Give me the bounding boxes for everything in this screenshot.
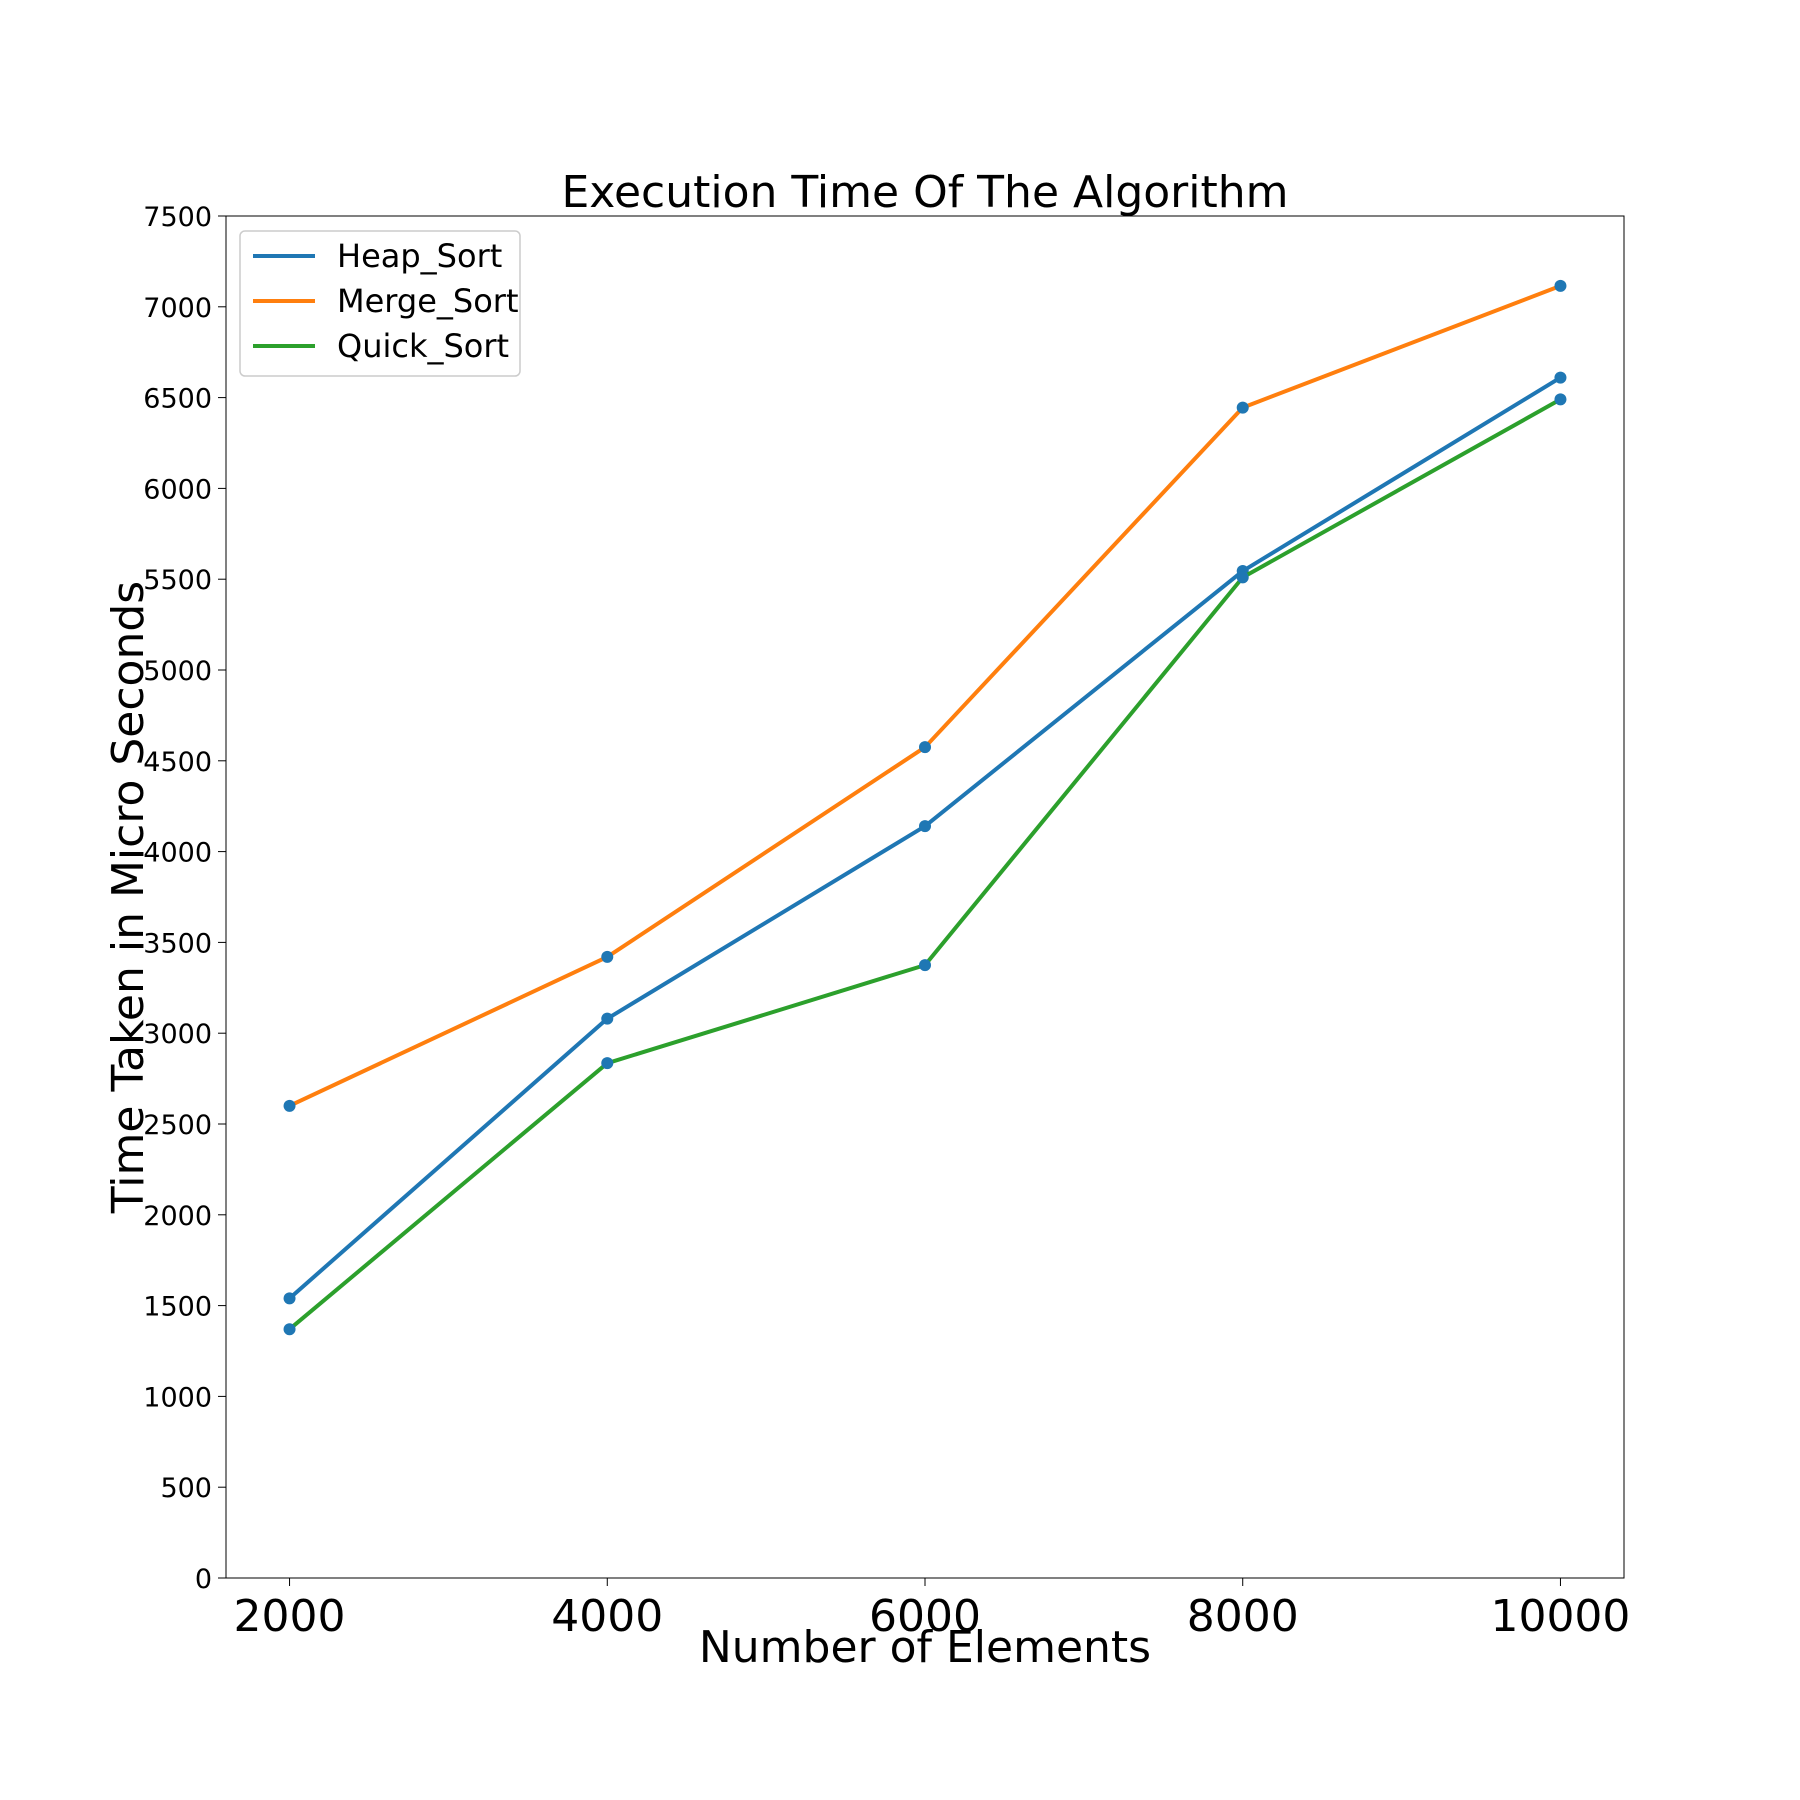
y-tick-label: 5500: [143, 565, 212, 596]
data-point: [601, 950, 614, 963]
data-point: [919, 820, 931, 833]
legend-label: Merge_Sort: [337, 282, 518, 320]
series-heap-sort: [283, 371, 1567, 1305]
y-tick-label: 4000: [143, 838, 212, 869]
y-axis-ticks: 0 500 1000 1500 2000 2500 3000 3500 4000 4500 5000…: [143, 202, 226, 1595]
y-tick-label: 6000: [143, 474, 212, 505]
data-point: [919, 959, 931, 972]
y-tick-label: 2000: [143, 1201, 212, 1232]
y-tick-label: 5000: [143, 656, 212, 687]
y-tick-label: 3000: [143, 1019, 212, 1050]
y-tick-label: 6500: [143, 384, 212, 415]
x-tick-label: 10000: [1490, 1591, 1630, 1642]
y-tick-label: 1500: [143, 1292, 212, 1323]
x-tick-label: 8000: [1187, 1591, 1299, 1642]
chart-title: Execution Time Of The Algorithm: [562, 167, 1289, 218]
x-axis-label: Number of Elements: [699, 1622, 1151, 1673]
y-tick-label: 1000: [143, 1382, 212, 1413]
y-tick-label: 3500: [143, 928, 212, 959]
data-point: [1236, 571, 1249, 584]
legend-label: Quick_Sort: [337, 327, 509, 365]
series-layer: [283, 279, 1567, 1336]
x-tick-label: 6000: [869, 1591, 981, 1642]
y-tick-label: 0: [195, 1564, 212, 1595]
data-point: [601, 1012, 614, 1025]
data-point: [1236, 401, 1249, 414]
y-tick-label: 7500: [143, 202, 212, 233]
data-point: [283, 1292, 296, 1305]
data-point: [283, 1323, 296, 1336]
plot-frame: [225, 215, 1625, 1579]
y-tick-label: 4500: [143, 747, 212, 778]
data-point: [601, 1057, 614, 1070]
x-axis-ticks: 2000 4000 6000 8000 10000: [234, 1578, 1630, 1642]
y-axis-label: Time Taken in Micro Seconds: [103, 581, 154, 1214]
y-tick-label: 2500: [143, 1110, 212, 1141]
data-point: [283, 1099, 296, 1112]
y-tick-label: 7000: [143, 293, 212, 324]
legend-box: [239, 230, 521, 377]
y-tick-label: 500: [160, 1473, 212, 1504]
data-point: [919, 741, 931, 754]
legend-label: Heap_Sort: [337, 237, 502, 275]
series-merge-sort: [283, 279, 1567, 1112]
x-tick-label: 2000: [234, 1591, 346, 1642]
legend: Heap_Sort Merge_Sort Quick_Sort: [239, 230, 521, 377]
data-point: [1554, 393, 1567, 406]
x-tick-label: 4000: [551, 1591, 663, 1642]
series-quick-sort: [283, 393, 1567, 1336]
data-point: [1554, 279, 1567, 292]
data-point: [1554, 371, 1567, 384]
